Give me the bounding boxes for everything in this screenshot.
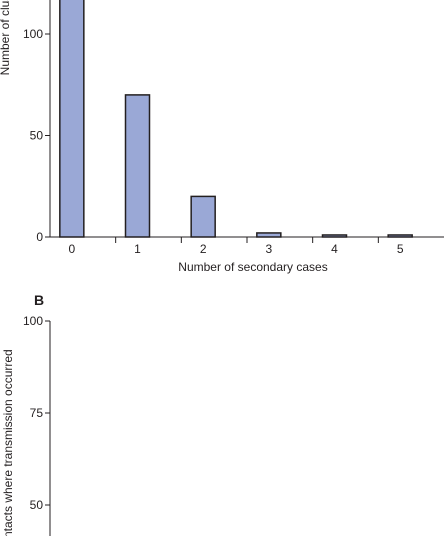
bar-3 <box>256 232 282 238</box>
bar-0 <box>59 0 85 238</box>
panel-a-y-axis-label: Number of clusters <box>0 0 12 75</box>
panel-a-bars <box>59 0 413 238</box>
y-tick-label: 75 <box>30 406 44 420</box>
y-tick-label: 100 <box>23 27 43 41</box>
panel-b-y-ticks: 50 75 100 <box>23 314 50 512</box>
y-tick-label: 0 <box>36 230 43 244</box>
bar-2 <box>190 195 216 238</box>
panel-a-y-ticks: 0 50 100 <box>23 27 50 244</box>
x-tick-label: 5 <box>397 242 404 256</box>
y-tick-label: 100 <box>23 314 43 328</box>
x-tick-label: 3 <box>265 242 272 256</box>
panel-a-x-axis-label: Number of secondary cases <box>178 260 327 274</box>
panel-b-letter: B <box>34 292 44 308</box>
panel-a-x-ticks: 0 1 2 3 4 5 <box>68 237 404 256</box>
x-tick-label: 0 <box>68 242 75 256</box>
panel-a-chart: 0 50 100 0 1 2 3 4 5 Number of clusters Number … <box>0 0 444 274</box>
panel-b-chart: B 50 75 100 contacts where transmission oc… <box>1 292 51 536</box>
x-tick-label: 4 <box>331 242 338 256</box>
bar-1 <box>124 94 151 238</box>
x-tick-label: 2 <box>200 242 207 256</box>
y-tick-label: 50 <box>30 129 44 143</box>
y-tick-label: 50 <box>30 498 44 512</box>
panel-b-y-axis-label: contacts where transmission occurred <box>1 349 15 536</box>
x-tick-label: 1 <box>134 242 141 256</box>
